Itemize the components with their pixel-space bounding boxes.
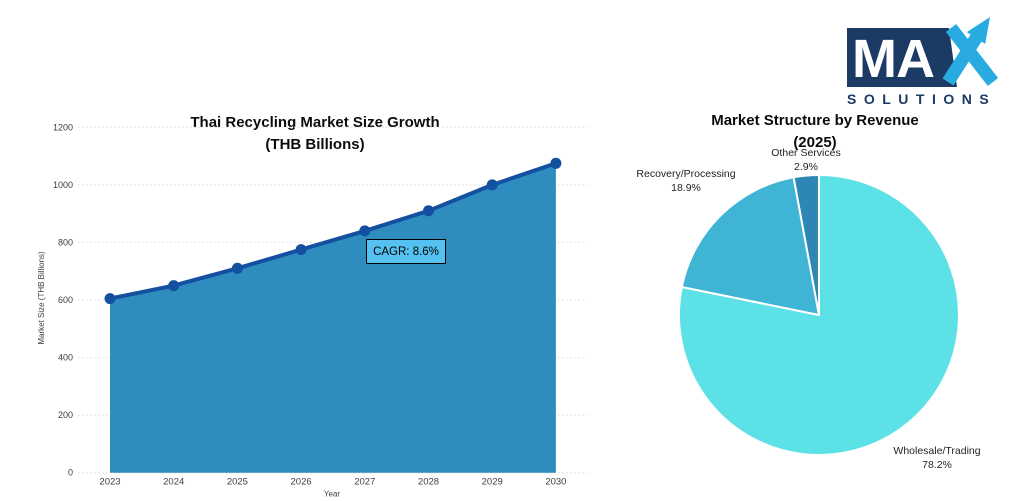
trend-line [109,161,557,301]
slice-label: Recovery/Processing [636,168,736,180]
data-point-2025 [231,262,243,274]
growth-chart-title-line2: (THB Billions) [265,136,365,153]
pie-chart-title-line1: Market Structure by Revenue [711,112,919,129]
pie-label-wholesale-trading: Wholesale/Trading 78.2% [847,445,1024,472]
slice-pct: 78.2% [922,458,952,471]
y-axis-label: Market Size (THB Billions) [37,251,46,345]
logo-ma-text: MA [852,29,934,89]
x-arrow-head [966,17,990,44]
pie-label-recovery-processing: Recovery/Processing 18.9% [596,168,776,195]
data-point-2027 [359,225,371,237]
cagr-annotation-text: CAGR: 8.6% [373,245,439,258]
x-tick-2024: 2024 [163,477,184,488]
y-tick-1000: 1000 [53,180,73,190]
logo-navy-box [847,28,957,87]
slice-pct: 18.9% [671,181,701,194]
pie-label-other-services: Other Services 2.9% [716,147,896,174]
y-tick-200: 200 [58,410,73,420]
x-tick-2030: 2030 [545,477,566,488]
x-tick-2023: 2023 [99,477,120,488]
y-tick-1200: 1200 [53,122,73,132]
data-point-2026 [295,244,307,256]
pie-chart-title: Market Structure by Revenue (2025) [650,110,980,154]
pie-chart-title-line2: (2025) [793,134,837,151]
x-tick-2027: 2027 [354,477,375,488]
slice-label: Wholesale/Trading [893,445,981,457]
data-point-2023 [104,293,116,305]
pie-slice-other-services [792,173,820,316]
y-tick-400: 400 [58,353,73,363]
data-point-2028 [423,205,434,217]
pie-slice-wholesale-trading [677,174,960,456]
slice-label: Other Services [771,147,841,159]
x-tick-2029: 2029 [482,477,503,488]
growth-chart-title-line1: Thai Recycling Market Size Growth [190,114,440,131]
data-point-2030 [550,157,562,169]
x-tick-2026: 2026 [291,477,312,488]
growth-chart-title: Thai Recycling Market Size Growth (THB B… [35,112,595,156]
x-axis-label: Year [324,490,341,499]
logo-x-arrow-icon [942,17,999,86]
area-fill [110,163,556,473]
pie-chart-plot [677,173,960,456]
y-tick-800: 800 [58,237,73,247]
data-point-2029 [486,179,498,191]
data-point-2024 [168,280,180,292]
cagr-annotation: CAGR: 8.6% [366,239,446,264]
x-tick-2025: 2025 [227,477,248,488]
pie-slice-recovery-processing [680,176,820,316]
x-tick-2028: 2028 [418,477,439,488]
y-tick-600: 600 [58,295,73,305]
x-arrow-shaft [942,31,984,86]
logo-solutions-text: SOLUTIONS [847,91,996,107]
growth-chart-plot: 0 200 400 600 800 1000 1200 2023 2024 2025 2026 202… [37,122,587,499]
y-tick-0: 0 [68,468,73,478]
max-solutions-logo: MA SOLUTIONS [847,17,999,107]
slice-pct: 2.9% [794,160,818,173]
